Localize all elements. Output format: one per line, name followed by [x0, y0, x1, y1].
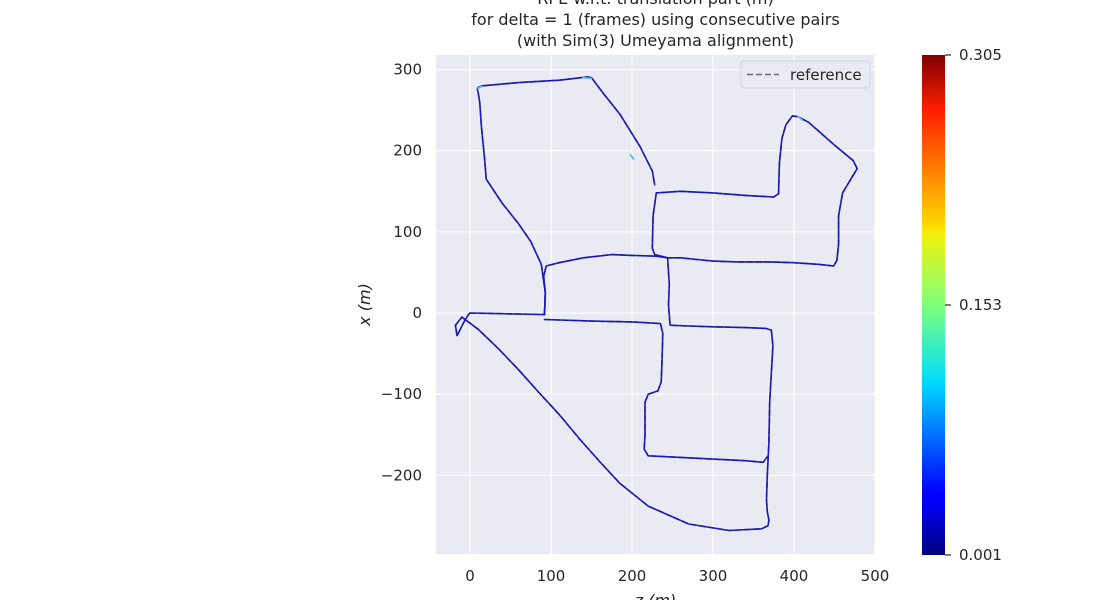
y-tick-label: −100 — [381, 385, 422, 403]
chart-title-line: RPE w.r.t. translation part (m) — [537, 0, 773, 8]
x-tick-label: 400 — [780, 567, 809, 585]
rpe-trajectory-path-3 — [476, 76, 656, 316]
chart-title-line: for delta = 1 (frames) using consecutive… — [471, 10, 839, 29]
rpe-trajectory-path-5 — [651, 115, 858, 267]
gridlines — [436, 55, 876, 554]
x-tick-label: 300 — [699, 567, 728, 585]
y-tick-label: 200 — [393, 142, 422, 160]
legend-box — [740, 60, 871, 89]
error-highlight-3 — [629, 153, 635, 160]
x-tick-label: 100 — [537, 567, 566, 585]
x-tick-label: 200 — [618, 567, 647, 585]
error-highlight-2 — [477, 85, 483, 90]
y-tick-label: 0 — [412, 304, 422, 322]
legend-label-reference: reference — [790, 66, 862, 84]
colorbar: 0.001 0.153 0.305 — [922, 46, 1002, 564]
x-axis-label: z (m) — [634, 591, 677, 600]
colorbar-tick-label: 0.305 — [959, 46, 1002, 64]
x-tick-label: 500 — [861, 567, 890, 585]
error-highlight-0 — [582, 76, 593, 80]
legend: reference — [740, 60, 871, 89]
series-group — [454, 76, 858, 532]
chart-title-line: (with Sim(3) Umeyama alignment) — [517, 31, 794, 50]
colorbar-gradient — [922, 55, 945, 555]
x-tick-label: 0 — [465, 567, 475, 585]
y-axis-label: x (m) — [355, 283, 374, 327]
colorbar-tick-label: 0.153 — [959, 296, 1002, 314]
y-tick-label: 300 — [393, 61, 422, 79]
colorbar-tick-label: 0.001 — [959, 546, 1002, 564]
plot-area — [436, 55, 875, 554]
rpe-trajectory-path-1 — [454, 253, 774, 532]
y-tick-label: 100 — [393, 223, 422, 241]
error-highlight-1 — [797, 115, 803, 121]
rpe-trajectory-path-7 — [543, 318, 769, 464]
y-tick-label: −200 — [381, 466, 422, 484]
